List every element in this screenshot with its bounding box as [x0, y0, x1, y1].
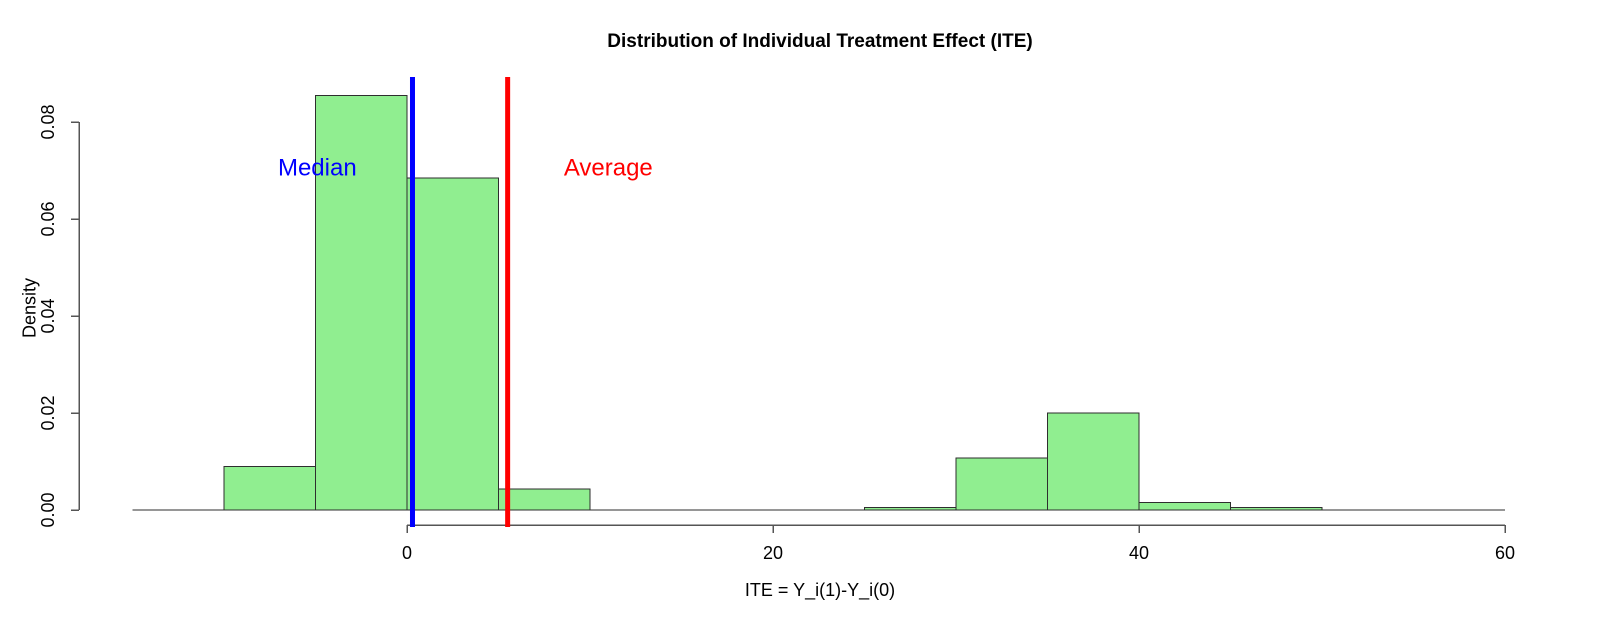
x-tick-label: 60: [1495, 543, 1515, 563]
histogram-bar: [498, 488, 591, 511]
histogram-bar: [1047, 412, 1140, 511]
histogram-bar: [955, 457, 1048, 511]
x-tick-label: 20: [763, 543, 783, 563]
histogram-bar: [406, 177, 499, 511]
chart-title: Distribution of Individual Treatment Eff…: [607, 31, 1033, 52]
x-tick-label: 0: [402, 543, 412, 563]
average-label: Average: [564, 155, 653, 182]
y-tick-label: 0.06: [38, 201, 58, 236]
y-tick-label: 0.00: [38, 492, 58, 527]
histogram-bar: [223, 465, 316, 511]
y-tick-label: 0.02: [38, 395, 58, 430]
histogram-bar: [315, 94, 408, 511]
y-tick-label: 0.08: [38, 104, 58, 139]
x-axis-label: ITE = Y_i(1)-Y_i(0): [744, 580, 896, 600]
histogram-bar: [1138, 502, 1231, 511]
y-tick-label: 0.04: [38, 298, 58, 333]
median-label: Median: [278, 155, 357, 182]
x-tick-label: 40: [1129, 543, 1149, 563]
